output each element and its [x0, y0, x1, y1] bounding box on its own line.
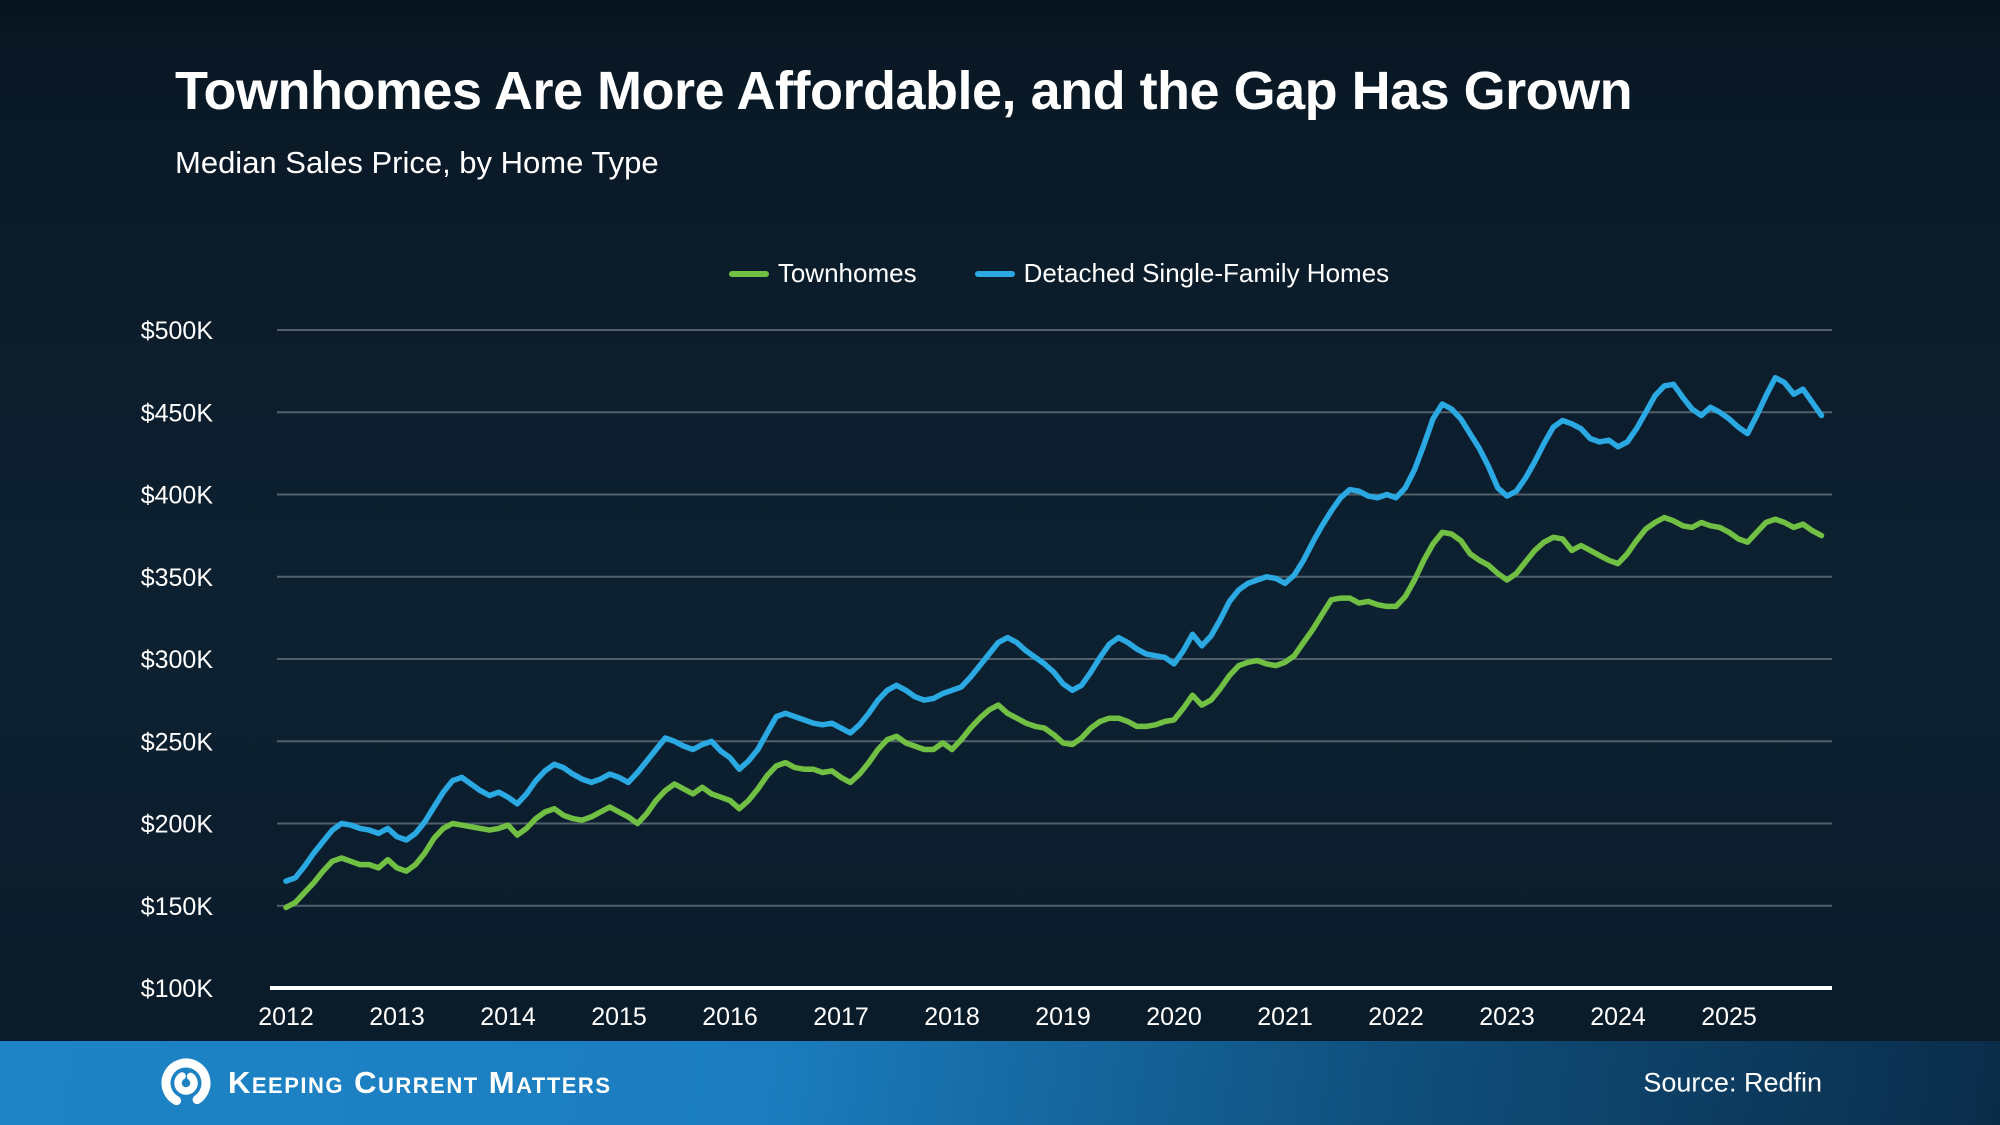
detached-line-swatch-icon [974, 270, 1015, 277]
y-axis-tick-label: $150K [141, 893, 214, 921]
x-axis-tick-label: 2021 [1257, 1003, 1313, 1031]
x-axis-tick-label: 2020 [1146, 1003, 1202, 1031]
y-axis-tick-label: $200K [141, 811, 214, 839]
chart-legend: Townhomes Detached Single-Family Homes [286, 258, 1832, 289]
y-axis-tick-label: $300K [141, 646, 214, 674]
page-title: Townhomes Are More Affordable, and the G… [175, 61, 1633, 121]
x-axis-tick-label: 2013 [369, 1003, 425, 1031]
page-subtitle: Median Sales Price, by Home Type [175, 145, 659, 181]
x-axis-tick-label: 2015 [591, 1003, 647, 1031]
series-line-detached-single-family-homes [283, 374, 1825, 884]
x-axis-tick-label: 2023 [1479, 1003, 1535, 1031]
legend-item-townhomes: Townhomes [728, 258, 917, 289]
header: Townhomes Are More Affordable, and the G… [175, 61, 1875, 181]
x-axis-tick-label: 2019 [1035, 1003, 1091, 1031]
kcm-swirl-logo-icon [161, 1058, 211, 1108]
footer-bar: Keeping Current Matters Source: Redfin [0, 1041, 2000, 1125]
x-axis-tick-label: 2025 [1701, 1003, 1757, 1031]
y-axis-tick-label: $350K [141, 564, 214, 592]
series-line-townhomes [283, 514, 1825, 911]
y-axis-tick-label: $250K [141, 728, 214, 756]
x-axis-tick-label: 2024 [1590, 1003, 1646, 1031]
source-credit: Source: Redfin [1643, 1067, 1822, 1098]
x-axis-tick-label: 2016 [702, 1003, 758, 1031]
x-axis-tick-label: 2017 [813, 1003, 869, 1031]
brand-name: Keeping Current Matters [228, 1065, 612, 1100]
brand: Keeping Current Matters [158, 1055, 612, 1111]
x-axis-tick-label: 2012 [258, 1003, 314, 1031]
townhomes-line-swatch-icon [728, 270, 769, 277]
y-axis-tick-label: $100K [141, 975, 214, 1003]
x-axis-tick-label: 2018 [924, 1003, 980, 1031]
x-axis-tick-label: 2014 [480, 1003, 536, 1031]
y-axis-tick-label: $450K [141, 399, 214, 427]
y-axis-tick-label: $500K [141, 317, 214, 345]
x-axis-tick-label: 2022 [1368, 1003, 1424, 1031]
legend-label: Detached Single-Family Homes [1023, 258, 1390, 288]
legend-label: Townhomes [777, 258, 917, 288]
y-axis-tick-label: $400K [141, 482, 214, 510]
legend-item-detached-single-family: Detached Single-Family Homes [974, 258, 1390, 289]
